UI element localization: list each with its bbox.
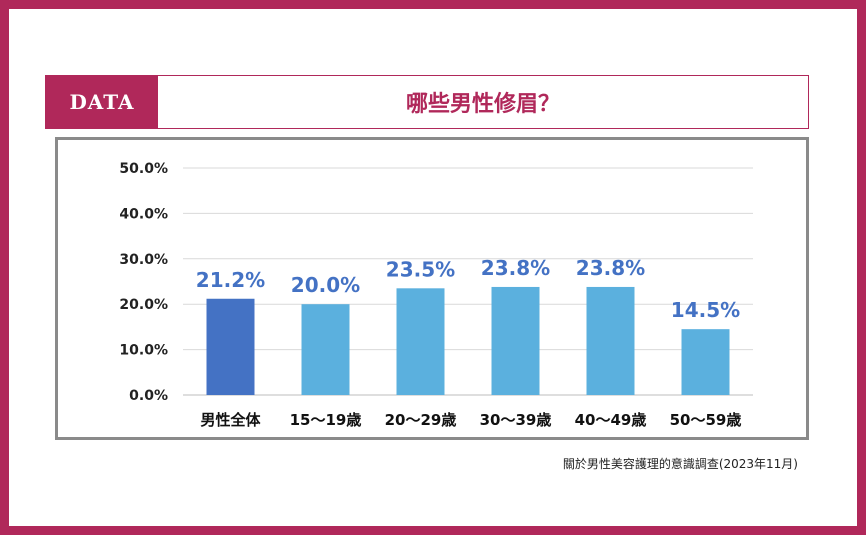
y-tick-label: 40.0% <box>119 206 168 222</box>
y-tick-label: 50.0% <box>119 161 168 177</box>
source-note: 關於男性美容護理的意識調查(2023年11月) <box>562 457 798 471</box>
bar <box>206 298 255 395</box>
data-label: 14.5% <box>671 298 740 322</box>
data-label: 23.5% <box>386 257 455 281</box>
bar <box>301 304 350 395</box>
data-label: 20.0% <box>291 273 360 297</box>
header-bar: DATA 哪些男性修眉？ <box>45 75 809 129</box>
data-label: 23.8% <box>576 256 645 280</box>
y-tick-label: 10.0% <box>119 343 168 359</box>
x-tick-label: 15～19歳 <box>290 411 362 429</box>
bar <box>586 286 635 395</box>
page-title: 哪些男性修眉？ <box>405 92 560 117</box>
x-tick-label: 50～59歳 <box>670 411 742 429</box>
bar-chart: 0.0% 10.0% 20.0% 30.0% 40.0% 50.0% 21.2% 男性全体 20… <box>119 161 753 429</box>
y-tick-label: 30.0% <box>119 252 168 268</box>
bar <box>491 286 540 395</box>
y-tick-label: 0.0% <box>129 388 168 404</box>
data-tag: DATA <box>46 76 158 128</box>
bar <box>396 288 445 395</box>
data-label: 21.2% <box>196 268 265 292</box>
x-tick-label: 20～29歳 <box>385 411 457 429</box>
x-tick-label: 男性全体 <box>200 411 261 429</box>
data-label: 23.8% <box>481 256 550 280</box>
x-tick-label: 30～39歳 <box>480 411 552 429</box>
x-tick-label: 40～49歳 <box>575 411 647 429</box>
y-tick-label: 20.0% <box>119 297 168 313</box>
chart-panel: 0.0% 10.0% 20.0% 30.0% 40.0% 50.0% 21.2% 男性全体 20… <box>55 137 809 440</box>
bar <box>681 329 730 395</box>
